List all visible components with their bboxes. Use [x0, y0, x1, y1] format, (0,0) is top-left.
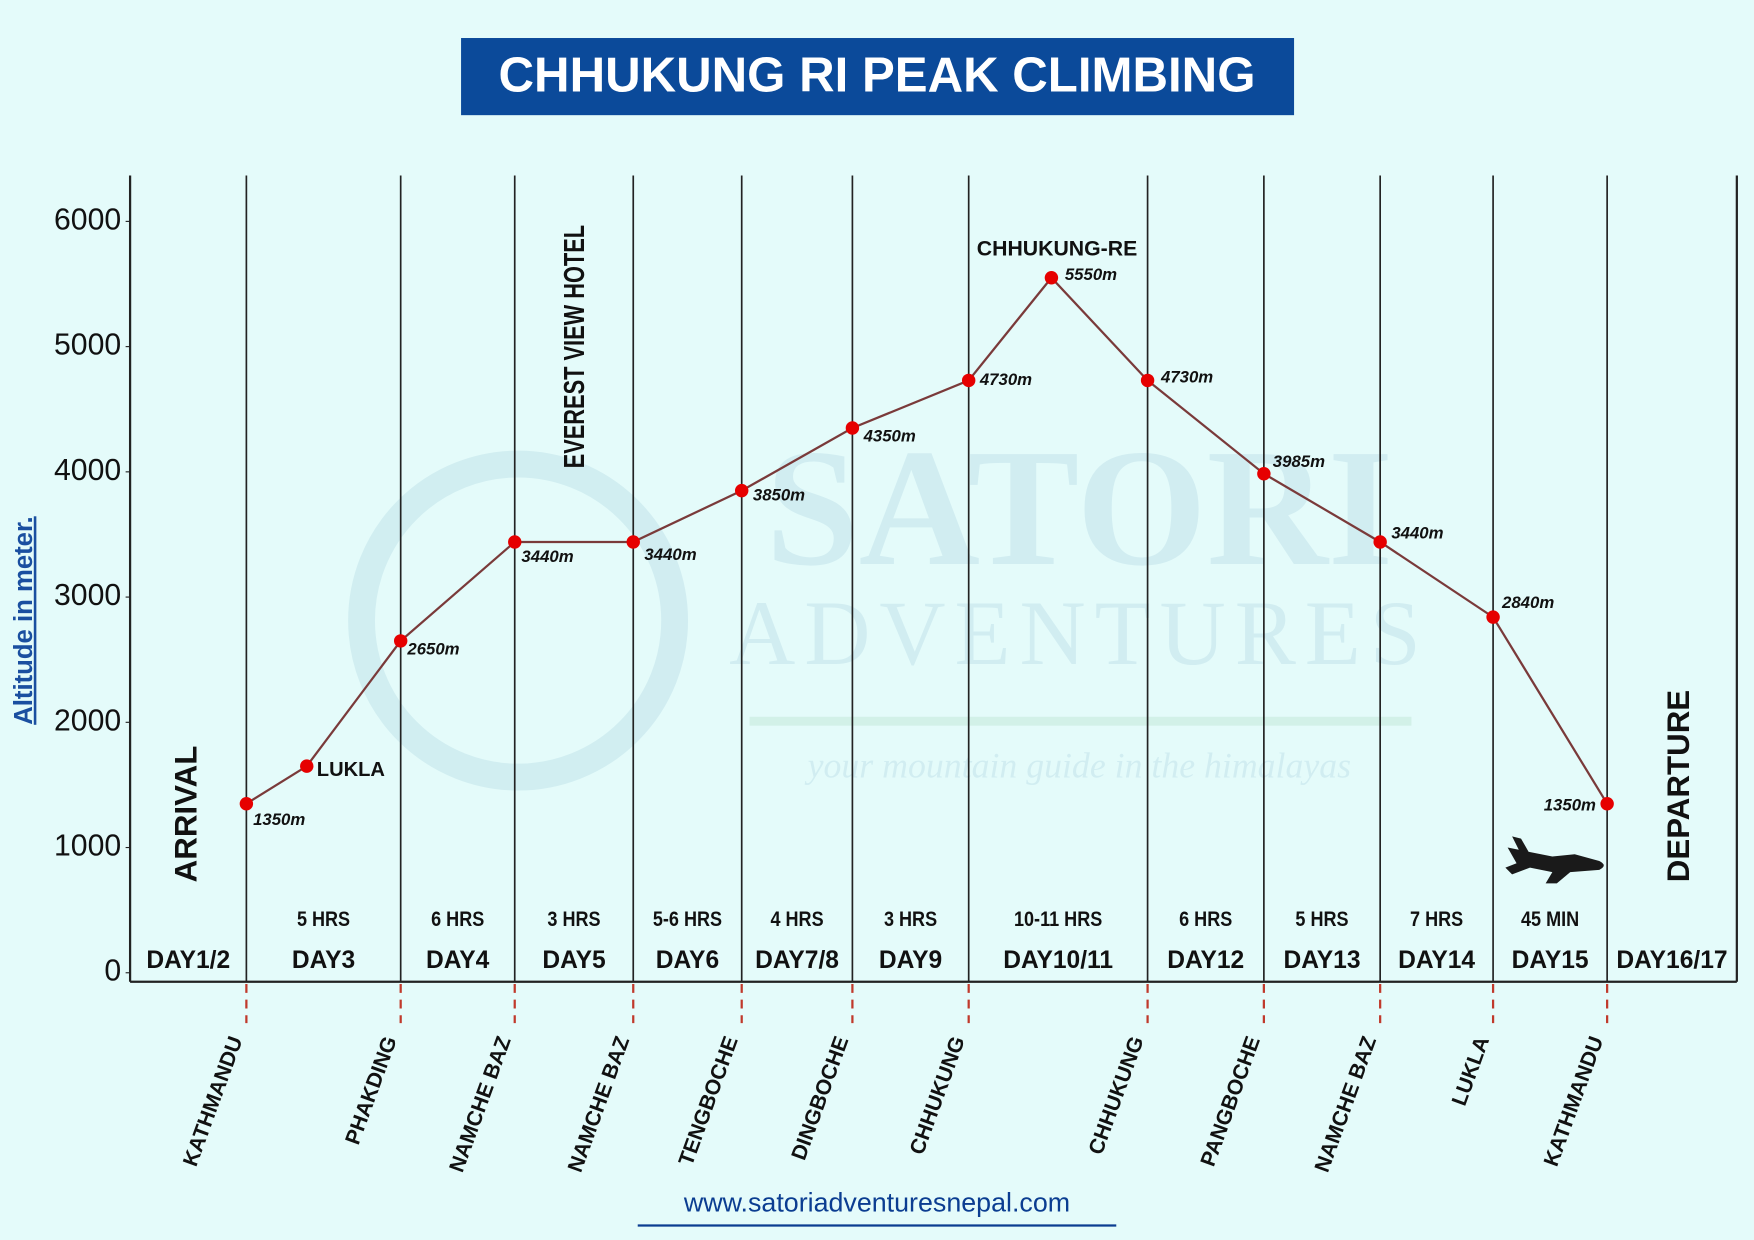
value-label: 5550m	[1065, 265, 1117, 284]
duration-label: 6 HRS	[431, 908, 484, 932]
duration-label: 7 HRS	[1410, 908, 1463, 932]
duration-label: 3 HRS	[547, 908, 600, 932]
watermark-sub: ADVENTURES	[729, 582, 1430, 684]
y-tick-label: 1000	[54, 830, 121, 863]
duration-label: 10-11 HRS	[1014, 908, 1102, 932]
duration-label: 5 HRS	[297, 908, 350, 932]
footer-url: www.satoriadventuresnepal.com	[683, 1187, 1070, 1217]
y-tick-label: 5000	[54, 329, 121, 362]
title-box	[461, 38, 1295, 116]
value-label: 3440m	[1391, 524, 1443, 543]
value-label: 1350m	[1544, 795, 1596, 814]
altitude-point	[845, 421, 860, 435]
value-label: 3985m	[1273, 452, 1325, 471]
airplane-icon	[1505, 836, 1604, 884]
day-label: DAY4	[426, 947, 490, 974]
value-label: 4730m	[979, 370, 1032, 389]
day-label: DAY16/17	[1616, 947, 1727, 974]
y-tick-label: 3000	[54, 579, 121, 612]
altitude-point	[508, 535, 522, 549]
value-label: 1350m	[253, 810, 305, 829]
altitude-point	[1600, 796, 1614, 811]
altitude-point	[626, 535, 640, 549]
day-label: DAY1/2	[146, 947, 230, 974]
altitude-point	[961, 373, 976, 388]
altitude-point	[393, 634, 408, 648]
lukla-label: LUKLA	[317, 759, 385, 781]
altitude-point	[1044, 271, 1059, 285]
y-axis-label: Altitude in meter.	[10, 516, 38, 725]
altitude-point	[1486, 610, 1500, 624]
duration-label: 5-6 HRS	[653, 908, 722, 932]
watermark: SATORI ADVENTURES your mountain guide in…	[348, 416, 1430, 791]
value-label: 3440m	[644, 545, 696, 564]
day-label: DAY12	[1167, 947, 1244, 974]
departure-label: DEPARTURE	[1661, 690, 1696, 882]
altitude-point	[300, 759, 314, 773]
day-label: DAY9	[879, 947, 942, 974]
duration-label: 4 HRS	[770, 908, 823, 932]
altitude-point	[239, 796, 254, 811]
altitude-point	[1373, 535, 1387, 549]
peak-label: CHHUKUNG-RE	[977, 236, 1137, 260]
hotel-label: EVEREST VIEW HOTEL	[559, 225, 591, 468]
day-label: DAY5	[542, 947, 605, 974]
y-tick-label: 2000	[54, 704, 121, 737]
altitude-point	[1257, 467, 1271, 481]
watermark-logo	[348, 450, 689, 791]
altitude-point	[734, 483, 749, 498]
duration-label: 6 HRS	[1179, 908, 1232, 932]
day-label: DAY7/8	[755, 947, 839, 974]
value-label: 2650m	[406, 639, 459, 658]
y-tick-label: 0	[104, 955, 121, 988]
day-label: DAY14	[1398, 947, 1475, 974]
y-tick-label: 4000	[54, 454, 121, 487]
duration-label: 3 HRS	[884, 908, 937, 932]
arrival-label: ARRIVAL	[169, 746, 204, 883]
y-tick-label: 6000	[54, 203, 121, 236]
value-label: 2840m	[1501, 593, 1554, 612]
value-label: 3440m	[521, 547, 573, 566]
duration-label: 5 HRS	[1295, 908, 1348, 932]
value-label: 4730m	[1160, 368, 1213, 387]
day-label: DAY15	[1512, 947, 1589, 974]
altitude-line	[245, 276, 1609, 805]
altitude-point	[1140, 373, 1155, 388]
watermark-brand: SATORI	[766, 416, 1394, 601]
chart-title: CHHUKUNG RI PEAK CLIMBING	[499, 47, 1256, 102]
duration-label: 45 MIN	[1521, 908, 1579, 932]
day-label: DAY10/11	[1003, 947, 1113, 974]
watermark-tagline: your mountain guide in the himalayas	[805, 745, 1351, 785]
value-label: 3850m	[753, 486, 805, 505]
day-label: DAY13	[1284, 947, 1361, 974]
day-label: DAY3	[292, 947, 355, 974]
day-label: DAY6	[656, 947, 719, 974]
value-label: 4350m	[863, 426, 916, 445]
